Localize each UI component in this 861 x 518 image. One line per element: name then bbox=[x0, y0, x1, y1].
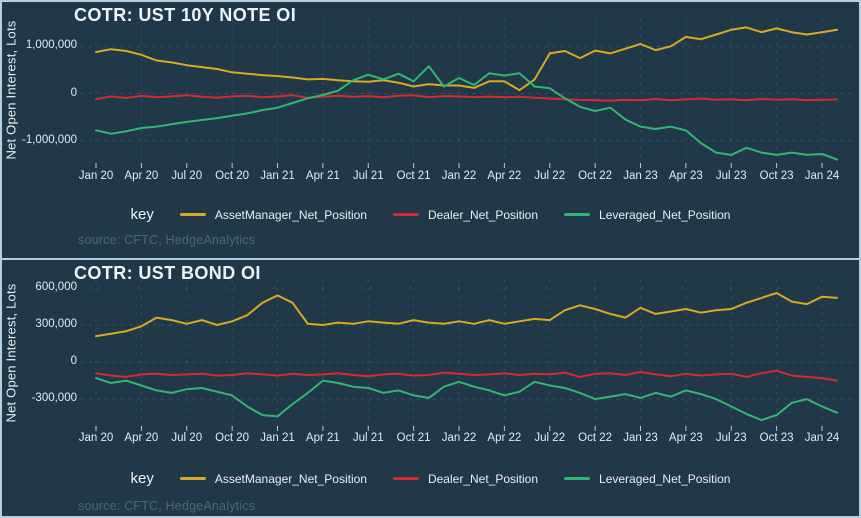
x-tick-label: Apr 20 bbox=[124, 170, 159, 182]
legend-item-label: AssetManager_Net_Position bbox=[214, 207, 367, 222]
x-tick-label: Jan 24 bbox=[804, 432, 840, 444]
legend: key AssetManager_Net_Position Dealer_Net… bbox=[2, 470, 859, 487]
y-tick-label: 300,000 bbox=[35, 318, 77, 331]
x-tick-label: Oct 23 bbox=[759, 170, 794, 182]
legend-item-label: Leveraged_Net_Position bbox=[599, 207, 731, 222]
chart-canvas bbox=[81, 18, 854, 168]
x-tick-label: Jan 21 bbox=[260, 432, 295, 444]
legend-item-dealer: Dealer_Net_Position bbox=[392, 471, 539, 486]
y-tick-label: 600,000 bbox=[35, 281, 77, 294]
series-line-Leveraged_Net_Position bbox=[95, 377, 839, 422]
chart-canvas bbox=[81, 280, 854, 431]
legend-item-leveraged: Leveraged_Net_Position bbox=[564, 472, 730, 486]
x-tick-label: Oct 23 bbox=[759, 432, 794, 444]
chart-title: COTR: UST BOND OI bbox=[74, 263, 261, 283]
x-tick-label: Apr 22 bbox=[487, 170, 522, 182]
legend-item-dealer: Dealer_Net_Position bbox=[392, 207, 539, 222]
source-note: source: CFTC, HedgeAnalytics bbox=[78, 499, 256, 513]
legend-item-leveraged: Leveraged_Net_Position bbox=[564, 208, 730, 222]
legend-item-assetmanager: AssetManager_Net_Position bbox=[179, 471, 367, 486]
legend-key-label: key bbox=[130, 470, 154, 487]
legend-item-assetmanager: AssetManager_Net_Position bbox=[179, 207, 367, 222]
x-tick-label: Oct 22 bbox=[578, 432, 613, 444]
x-tick-label: Jul 20 bbox=[171, 432, 203, 444]
legend-item-label: Dealer_Net_Position bbox=[427, 471, 539, 486]
series-line-AssetManager_Net_Position bbox=[95, 26, 839, 92]
x-tick-label: Oct 21 bbox=[396, 432, 431, 444]
y-tick-label: 0 bbox=[70, 355, 77, 368]
x-tick-label: Apr 21 bbox=[305, 170, 340, 182]
x-tick-label: Oct 20 bbox=[215, 432, 250, 444]
x-tick-label: Jan 23 bbox=[623, 170, 658, 182]
x-tick-label: Jan 22 bbox=[441, 432, 477, 444]
assetmanager-line-swatch-icon bbox=[179, 477, 206, 480]
x-tick-label: Jan 22 bbox=[441, 170, 477, 182]
x-tick-label: Apr 20 bbox=[124, 432, 159, 444]
legend-item-label: AssetManager_Net_Position bbox=[214, 471, 367, 486]
x-tick-label: Apr 21 bbox=[305, 432, 340, 444]
x-tick-label: Oct 22 bbox=[578, 170, 613, 182]
x-tick-label: Jul 20 bbox=[171, 170, 203, 182]
x-tick-label: Jul 22 bbox=[534, 432, 566, 444]
x-tick-label: Jan 23 bbox=[623, 432, 658, 444]
y-tick-label: -300,000 bbox=[31, 392, 77, 405]
series-line-AssetManager_Net_Position bbox=[95, 292, 839, 338]
x-tick-label: Jul 23 bbox=[715, 432, 747, 444]
x-tick-label: Jan 20 bbox=[78, 432, 114, 444]
leveraged-line-swatch-icon bbox=[564, 477, 591, 480]
legend-item-label: Leveraged_Net_Position bbox=[599, 471, 731, 486]
dealer-line-swatch-icon bbox=[392, 213, 419, 216]
chart-title: COTR: UST 10Y NOTE OI bbox=[74, 5, 297, 25]
x-tick-label: Jan 24 bbox=[804, 170, 840, 182]
x-tick-label: Apr 22 bbox=[487, 432, 522, 444]
assetmanager-line-swatch-icon bbox=[179, 213, 206, 216]
series-line-Dealer_Net_Position bbox=[95, 94, 839, 102]
x-tick-label: Oct 20 bbox=[215, 170, 250, 182]
y-tick-label: 0 bbox=[70, 86, 77, 99]
x-tick-label: Apr 23 bbox=[668, 170, 703, 182]
x-tick-label: Jul 23 bbox=[715, 170, 747, 182]
series-line-Dealer_Net_Position bbox=[95, 369, 839, 382]
legend-item-label: Dealer_Net_Position bbox=[427, 207, 539, 222]
x-tick-label: Jul 22 bbox=[534, 170, 566, 182]
legend-key-label: key bbox=[130, 206, 154, 223]
x-tick-label: Jul 21 bbox=[352, 432, 384, 444]
leveraged-line-swatch-icon bbox=[564, 213, 591, 216]
y-tick-label: 1,000,000 bbox=[25, 39, 77, 52]
source-note: source: CFTC, HedgeAnalytics bbox=[78, 233, 256, 247]
x-tick-label: Oct 21 bbox=[396, 170, 431, 182]
x-tick-label: Jul 21 bbox=[352, 170, 384, 182]
series-line-Leveraged_Net_Position bbox=[95, 65, 839, 161]
x-tick-label: Apr 23 bbox=[668, 432, 703, 444]
legend: key AssetManager_Net_Position Dealer_Net… bbox=[2, 206, 859, 223]
dealer-line-swatch-icon bbox=[392, 477, 419, 480]
x-tick-label: Jan 21 bbox=[260, 170, 295, 182]
panel-ust-bond: COTR: UST BOND OI Net Open Interest, Lot… bbox=[2, 260, 859, 516]
x-tick-label: Jan 20 bbox=[78, 170, 114, 182]
y-tick-label: -1,000,000 bbox=[22, 133, 77, 146]
panel-ust-10y-note: COTR: UST 10Y NOTE OI Net Open Interest,… bbox=[2, 2, 859, 260]
